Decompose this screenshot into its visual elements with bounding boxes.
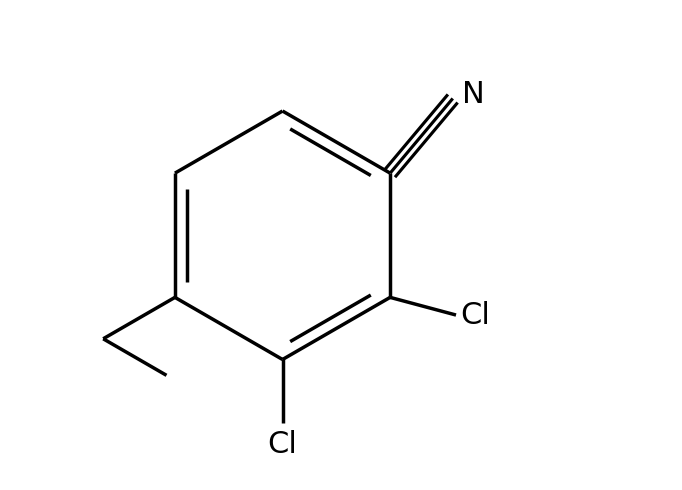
Text: N: N bbox=[462, 80, 484, 109]
Text: Cl: Cl bbox=[267, 430, 297, 459]
Text: Cl: Cl bbox=[460, 300, 490, 330]
